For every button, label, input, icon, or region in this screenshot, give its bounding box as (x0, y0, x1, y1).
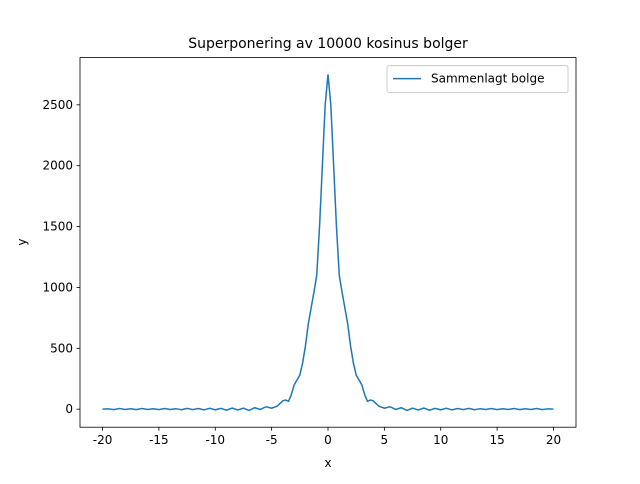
x-tick-label: 10 (433, 433, 448, 447)
data-line (102, 74, 554, 412)
x-tick-label: 15 (489, 433, 504, 447)
legend-label: Sammenlagt bolge (431, 72, 544, 86)
y-tick-label: 500 (50, 341, 73, 355)
y-tick-label: 2500 (42, 98, 73, 112)
y-tick-label: 1000 (42, 280, 73, 294)
x-tick-label: 0 (324, 433, 332, 447)
x-tick-label: 5 (381, 433, 389, 447)
chart-title: Superponering av 10000 kosinus bolger (188, 36, 468, 52)
x-tick-label: -10 (205, 433, 225, 447)
x-tick-label: 20 (546, 433, 561, 447)
y-tick-label: 2000 (42, 159, 73, 173)
y-axis-label: y (15, 238, 29, 245)
x-axis-label: x (324, 456, 331, 470)
legend-box (386, 65, 569, 94)
plot-frame (79, 57, 577, 428)
x-tick-label: -20 (93, 433, 113, 447)
y-tick-label: 1500 (42, 220, 73, 234)
x-tick-label: -5 (266, 433, 278, 447)
x-tick-label: -15 (149, 433, 169, 447)
y-tick-label: 0 (65, 402, 73, 416)
